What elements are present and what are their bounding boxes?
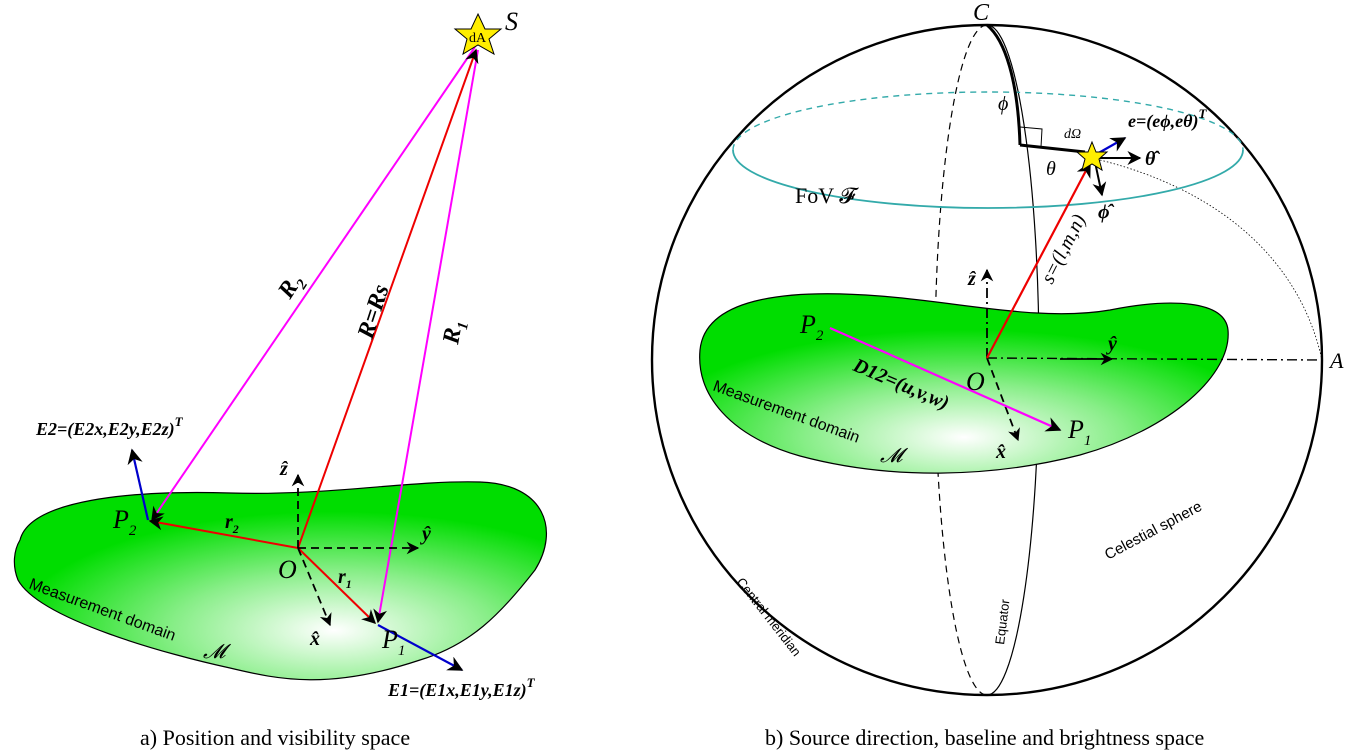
phi-hat-label: ϕ̂ (1098, 201, 1115, 223)
small-r1-label: r1 (338, 566, 352, 591)
phi-hat-arrow (1092, 161, 1107, 197)
e2-label: E2=(E2x,E2y,E2z)T (35, 414, 184, 440)
r1-label: R1 (438, 318, 472, 347)
axis-y-label-b: ŷ (1106, 333, 1117, 355)
axis-y-label-a: ŷ (420, 523, 431, 545)
central-meridian-back (934, 24, 988, 696)
small-r1-arrow (297, 547, 377, 624)
source-star-b (1075, 140, 1109, 172)
e1-label: E1=(E1x,E1y,E1z)T (387, 675, 536, 701)
s-arrow (986, 161, 1091, 359)
c-label: C (973, 0, 990, 26)
theta-hat-label: θ̂ (1145, 148, 1160, 170)
measurement-domain-a (13, 481, 548, 681)
theta-label: θ (1046, 158, 1056, 180)
a-label: A (1328, 348, 1344, 373)
fov-front (732, 149, 1244, 209)
axis-z-label-a: ẑ (279, 458, 289, 480)
area-element-label: dA (469, 31, 487, 46)
source-star-a (453, 12, 503, 56)
fov-back (732, 91, 1244, 151)
r-label: R=Rs (353, 281, 395, 342)
panel-a: dA S R2 R=Rs R1 P2 P1 O r2 r1 ẑ ŷ x̂ E2=… (13, 7, 548, 750)
p2-label-a: P2 (112, 505, 137, 539)
origin-label-a: O (278, 555, 297, 584)
domain-symbol-a: 𝓜 (203, 641, 232, 663)
caption-b: b) Source direction, baseline and bright… (765, 725, 1204, 750)
axis-y-b (986, 357, 1323, 361)
panel-b: C A O ϕ θ dΩ e=(eϕ,eθ)T θ̂ ϕ̂ FoV 𝓕 s=(l… (650, 0, 1344, 750)
r2-arrow (151, 46, 476, 522)
equator-label: Equator (992, 598, 1013, 646)
axis-x-b (986, 357, 1020, 442)
axis-x-label-b: x̂ (995, 441, 1006, 463)
p2-label-b: P2 (799, 310, 824, 344)
r1-arrow (373, 49, 479, 624)
e-label-b: e=(eϕ,eθ)T (1128, 106, 1207, 132)
e1-arrow (377, 624, 464, 671)
fov-label: FoV 𝓕 (795, 183, 859, 208)
axis-z-label-b: ẑ (967, 268, 977, 290)
central-meridian-label: Central meridian (734, 575, 805, 659)
origin-label-b: O (966, 367, 985, 396)
axis-x-label-a: x̂ (309, 628, 320, 650)
axis-x-a (297, 547, 332, 627)
right-angle-mark (1019, 126, 1043, 148)
phi-label: ϕ (998, 93, 1008, 115)
d-omega-label: dΩ (1064, 127, 1081, 142)
measurement-domain-b (699, 293, 1229, 474)
baseline-arrow (829, 326, 1062, 432)
p1-label-b: P1 (1067, 415, 1091, 449)
domain-symbol-b: 𝓜 (880, 445, 909, 467)
small-r2-arrow (148, 516, 299, 549)
celestial-sphere-label: Celestial sphere (1102, 498, 1205, 564)
caption-a: a) Position and visibility space (140, 725, 410, 750)
r2-label: R2 (273, 269, 312, 306)
source-label: S (505, 7, 518, 36)
r-arrow (297, 48, 479, 549)
p1-label-a: P1 (381, 625, 405, 659)
e2-arrow (127, 448, 150, 521)
phi-arc (986, 23, 1022, 146)
theta-arc (1019, 143, 1086, 154)
small-r2-label: r2 (225, 511, 239, 536)
